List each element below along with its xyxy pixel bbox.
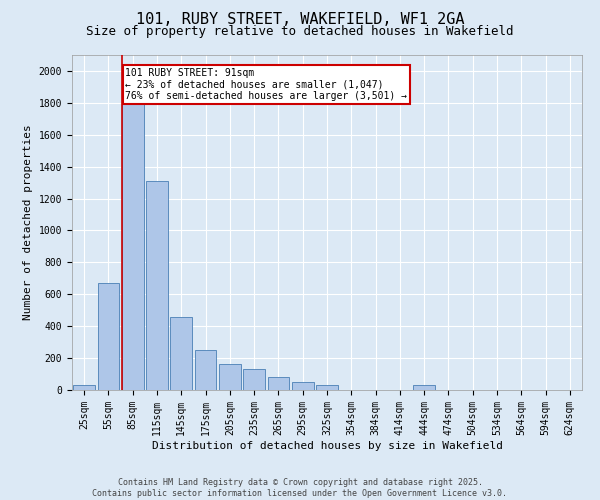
Bar	[194, 350, 217, 390]
Bar	[292, 382, 314, 390]
Text: Contains HM Land Registry data © Crown copyright and database right 2025.
Contai: Contains HM Land Registry data © Crown c…	[92, 478, 508, 498]
Bar	[268, 377, 289, 390]
Bar	[243, 370, 265, 390]
Bar	[219, 364, 241, 390]
Bar	[97, 283, 119, 390]
Y-axis label: Number of detached properties: Number of detached properties	[23, 124, 33, 320]
Bar	[146, 181, 168, 390]
Bar	[316, 385, 338, 390]
Bar	[73, 385, 95, 390]
Bar	[170, 316, 192, 390]
Text: 101 RUBY STREET: 91sqm
← 23% of detached houses are smaller (1,047)
76% of semi-: 101 RUBY STREET: 91sqm ← 23% of detached…	[125, 68, 407, 101]
Bar	[413, 385, 435, 390]
Text: 101, RUBY STREET, WAKEFIELD, WF1 2GA: 101, RUBY STREET, WAKEFIELD, WF1 2GA	[136, 12, 464, 28]
Bar	[122, 92, 143, 390]
Text: Size of property relative to detached houses in Wakefield: Size of property relative to detached ho…	[86, 25, 514, 38]
X-axis label: Distribution of detached houses by size in Wakefield: Distribution of detached houses by size …	[151, 440, 503, 450]
